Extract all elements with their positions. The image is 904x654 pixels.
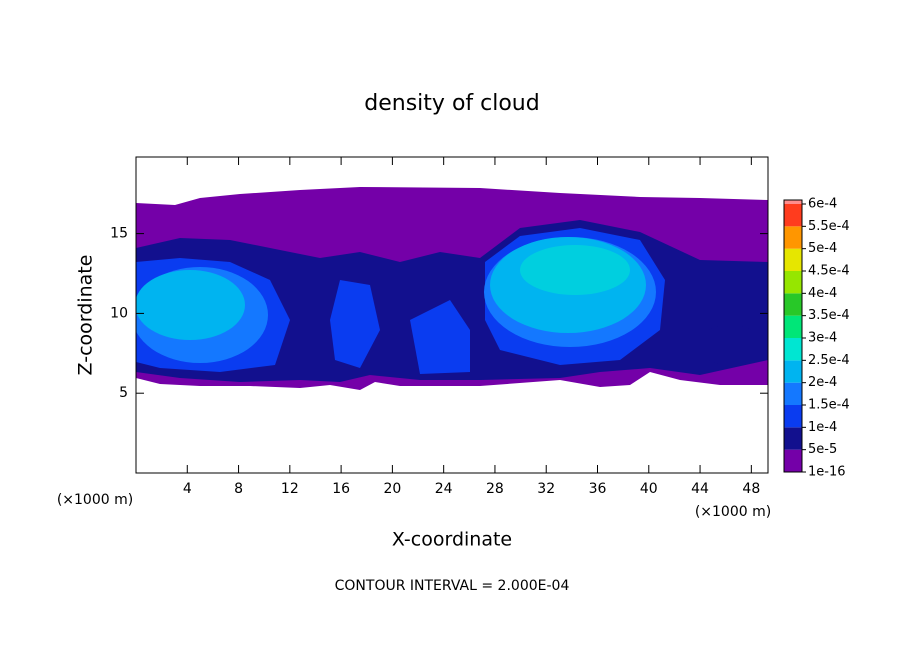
colorbar-label: 6e-4: [808, 197, 837, 212]
contour-region: [330, 280, 380, 368]
colorbar-segment: [784, 449, 802, 472]
colorbar-segment: [784, 382, 802, 405]
colorbar-frame: [783, 199, 803, 473]
x-tick-label: 20: [383, 481, 401, 497]
x-axis-label: X-coordinate: [392, 529, 512, 551]
y-tick-label: 15: [110, 226, 128, 242]
colorbar-segment: [784, 248, 802, 271]
colorbar-segment: [784, 360, 802, 383]
colorbar-label: 4e-4: [808, 286, 837, 301]
colorbar-label: 3.5e-4: [808, 308, 850, 323]
plot-frame: [135, 156, 769, 474]
x-tick-label: 8: [234, 481, 243, 497]
x-tick-label: 32: [537, 481, 555, 497]
colorbar-label: 5e-4: [808, 241, 837, 256]
x-tick-label: 44: [691, 481, 709, 497]
colorbar-segment: [784, 427, 802, 450]
y-tick-label: 10: [110, 305, 128, 321]
x-tick-label: 48: [742, 481, 760, 497]
colorbar-segment: [784, 315, 802, 338]
contour-region: [520, 245, 630, 295]
colorbar-label: 2e-4: [808, 375, 837, 390]
y-tick-label: 5: [119, 385, 128, 401]
colorbar-segment: [784, 204, 802, 227]
colorbar-segment: [784, 271, 802, 294]
colorbar-label: 1e-4: [808, 420, 837, 435]
y-axis-label: Z-coordinate: [75, 255, 97, 376]
colorbar-segment: [784, 293, 802, 316]
colorbar-segment: [784, 338, 802, 361]
x-unit-label: (×1000 m): [695, 504, 771, 520]
contour-region: [410, 300, 470, 374]
colorbar-segment: [784, 226, 802, 249]
contour-region: [136, 270, 245, 340]
x-tick-label: 28: [486, 481, 504, 497]
colorbar-label: 3e-4: [808, 331, 837, 346]
colorbar-label: 2.5e-4: [808, 353, 850, 368]
colorbar-top: [784, 200, 802, 204]
contour-note: CONTOUR INTERVAL = 2.000E-04: [335, 578, 570, 594]
contour-region: [698, 325, 762, 365]
x-tick-label: 36: [589, 481, 607, 497]
colorbar-label: 1.5e-4: [808, 398, 850, 413]
colorbar-label: 5e-5: [808, 442, 837, 457]
colorbar-label: 5.5e-4: [808, 219, 850, 234]
y-unit-label: (×1000 m): [57, 492, 133, 508]
colorbar-label: 1e-16: [808, 465, 846, 480]
x-tick-label: 16: [332, 481, 350, 497]
contour-field: [136, 187, 768, 390]
x-tick-label: 40: [640, 481, 658, 497]
colorbar-segment: [784, 405, 802, 428]
x-tick-label: 12: [281, 481, 299, 497]
chart-title: density of cloud: [364, 91, 539, 116]
x-tick-label: 24: [435, 481, 453, 497]
x-tick-label: 4: [183, 481, 192, 497]
colorbar-label: 4.5e-4: [808, 264, 850, 279]
